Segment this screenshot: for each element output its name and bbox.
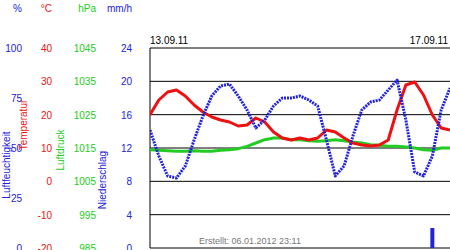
axis-unit: hPa xyxy=(78,3,96,14)
tick-label: 40 xyxy=(41,43,53,54)
grid-line xyxy=(150,48,450,49)
tick-label: 995 xyxy=(79,210,96,221)
line xyxy=(150,138,450,151)
grid-line xyxy=(150,214,450,215)
axis-title: Luftfeuchtigkeit xyxy=(1,131,12,198)
footnote: Erstellt: 06.01.2012 23:11 xyxy=(199,236,301,246)
tick-label: 0 xyxy=(46,176,52,187)
bar xyxy=(263,248,267,249)
axis-title: Temperatur xyxy=(18,99,29,150)
bar xyxy=(369,248,373,249)
bar xyxy=(272,248,276,249)
axis-title: Niederschlag xyxy=(97,151,108,209)
tick-label: 25 xyxy=(11,193,23,204)
bar xyxy=(210,248,214,249)
bar xyxy=(448,248,450,249)
line xyxy=(150,80,450,178)
bar xyxy=(333,248,337,249)
bar xyxy=(413,248,417,249)
axis-unit: % xyxy=(13,3,22,14)
bar xyxy=(430,228,434,248)
line xyxy=(150,82,450,146)
tick-label: 1045 xyxy=(74,43,97,54)
bar xyxy=(236,248,240,249)
bar xyxy=(280,248,284,249)
bar xyxy=(227,248,231,249)
chart: %0255075100Luftfeuchtigkeit°C-20-1001020… xyxy=(0,0,450,250)
bar xyxy=(298,248,302,249)
bar xyxy=(289,248,293,249)
tick-label: 8 xyxy=(126,176,132,187)
bar xyxy=(219,248,223,249)
tick-label: 1005 xyxy=(74,176,97,187)
bar xyxy=(245,248,249,249)
bar xyxy=(307,248,311,249)
tick-label: 20 xyxy=(121,76,133,87)
tick-label: -20 xyxy=(38,243,53,250)
tick-label: 30 xyxy=(41,76,53,87)
tick-label: 1025 xyxy=(74,110,97,121)
bar xyxy=(183,248,187,249)
grid-line xyxy=(150,81,450,82)
bar xyxy=(316,248,320,249)
tick-label: 10 xyxy=(41,143,53,154)
bar xyxy=(324,248,328,249)
tick-label: -10 xyxy=(38,210,53,221)
tick-label: 1035 xyxy=(74,76,97,87)
bar xyxy=(439,248,443,249)
x-tick-label: 17.09.11 xyxy=(410,35,449,46)
plot-area xyxy=(150,80,450,248)
bar xyxy=(174,248,178,249)
bar xyxy=(254,248,258,249)
tick-label: 1015 xyxy=(74,143,97,154)
bar xyxy=(377,248,381,249)
bar xyxy=(422,248,426,249)
grid-line xyxy=(150,181,450,182)
bar xyxy=(192,248,196,249)
tick-label: 4 xyxy=(126,210,132,221)
bar xyxy=(150,248,152,249)
tick-label: 0 xyxy=(16,243,22,250)
bar xyxy=(201,248,205,249)
x-tick-label: 13.09.11 xyxy=(150,35,189,46)
bar xyxy=(360,248,364,249)
axis-unit: °C xyxy=(41,3,52,14)
bar xyxy=(157,248,161,249)
bar xyxy=(351,248,355,249)
tick-label: 16 xyxy=(121,110,133,121)
bar xyxy=(166,248,170,249)
axis-line xyxy=(150,48,151,248)
bar xyxy=(386,248,390,249)
tick-label: 20 xyxy=(41,110,53,121)
tick-label: 24 xyxy=(121,43,133,54)
bar xyxy=(404,248,408,249)
tick-label: 985 xyxy=(79,243,96,250)
grid-line xyxy=(150,248,450,249)
bar xyxy=(342,248,346,249)
tick-label: 100 xyxy=(5,43,22,54)
tick-label: 0 xyxy=(126,243,132,250)
axis-title: Luftdruck xyxy=(55,128,66,170)
tick-label: 12 xyxy=(121,143,133,154)
bar xyxy=(395,248,399,249)
axis-unit: mm/h xyxy=(107,3,132,14)
